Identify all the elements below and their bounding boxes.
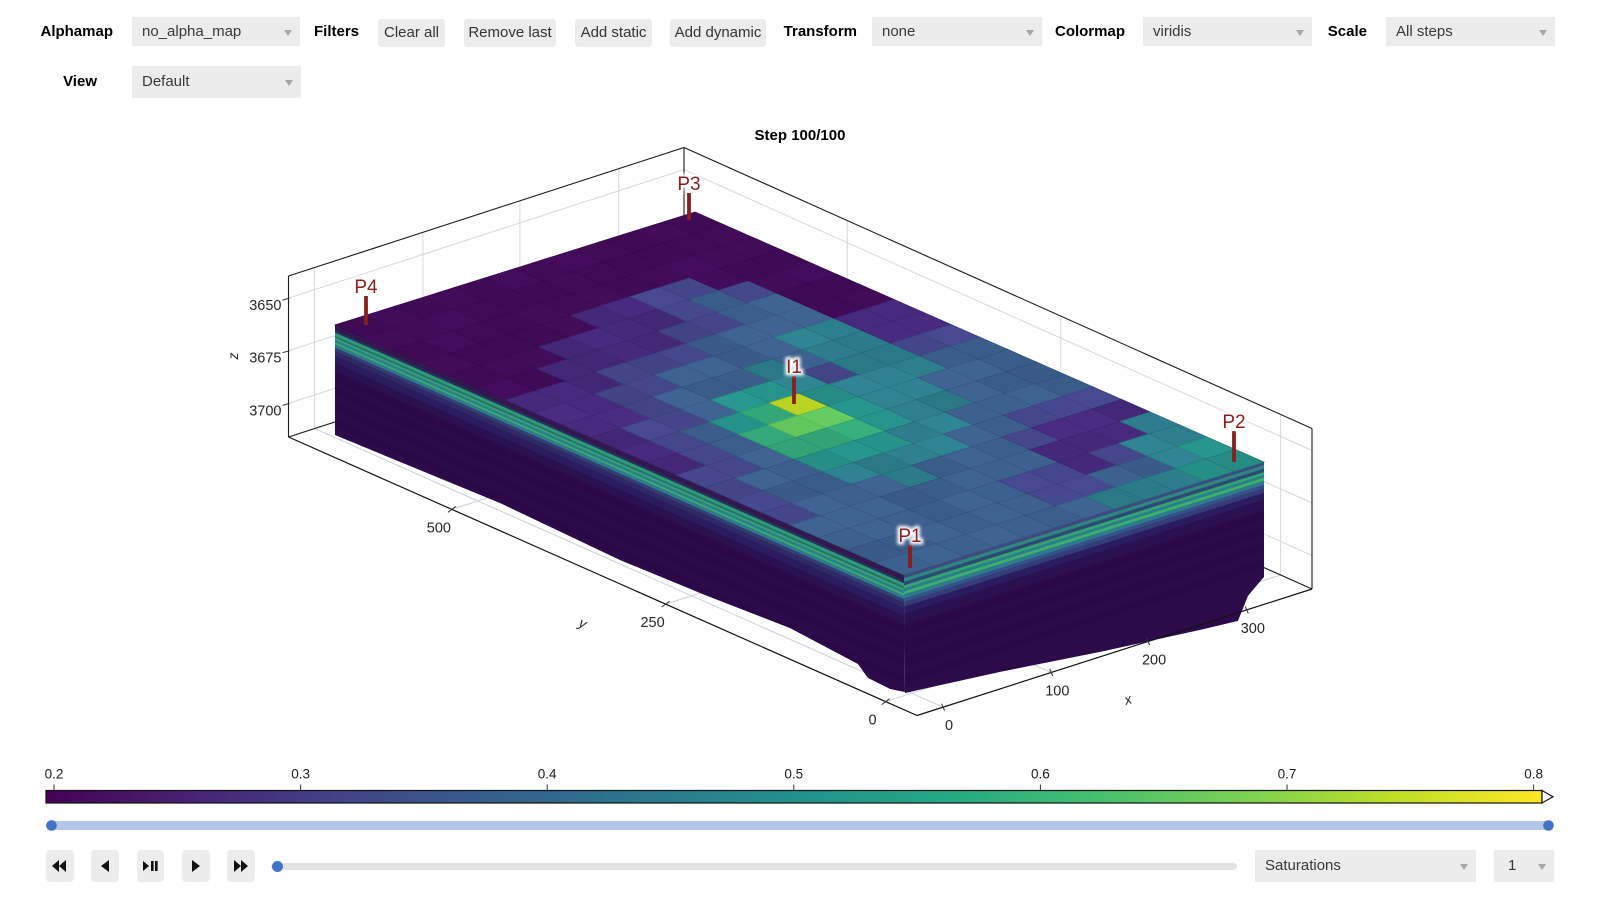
svg-text:3650: 3650 [249, 298, 281, 314]
svg-text:0.6: 0.6 [1031, 767, 1050, 782]
svg-text:P2: P2 [1222, 412, 1245, 433]
svg-text:I1: I1 [786, 357, 802, 378]
svg-text:I1: I1 [786, 357, 802, 378]
svg-text:0.8: 0.8 [1524, 767, 1543, 782]
svg-text:P4: P4 [354, 277, 378, 298]
svg-text:0.7: 0.7 [1278, 767, 1297, 782]
svg-text:P1: P1 [898, 526, 921, 547]
svg-text:0.4: 0.4 [538, 767, 557, 782]
svg-text:x: x [1121, 690, 1134, 708]
svg-text:0.2: 0.2 [45, 767, 64, 782]
svg-text:0.5: 0.5 [784, 767, 803, 782]
svg-text:P4: P4 [354, 277, 378, 298]
svg-text:0: 0 [945, 718, 953, 734]
svg-text:200: 200 [1142, 653, 1166, 669]
svg-text:0: 0 [869, 713, 877, 729]
svg-text:P2: P2 [1222, 412, 1245, 433]
svg-text:P1: P1 [898, 526, 921, 547]
svg-text:y: y [576, 614, 591, 632]
svg-text:P3: P3 [677, 174, 700, 195]
svg-text:0.3: 0.3 [291, 767, 310, 782]
svg-text:500: 500 [427, 520, 451, 536]
svg-text:3700: 3700 [249, 403, 281, 419]
svg-text:Step 100/100: Step 100/100 [755, 127, 846, 144]
svg-text:P3: P3 [677, 174, 700, 195]
svg-text:250: 250 [640, 615, 664, 631]
svg-text:3675: 3675 [249, 351, 281, 367]
svg-text:300: 300 [1241, 621, 1265, 637]
svg-text:100: 100 [1045, 684, 1069, 700]
svg-text:z: z [225, 353, 241, 361]
